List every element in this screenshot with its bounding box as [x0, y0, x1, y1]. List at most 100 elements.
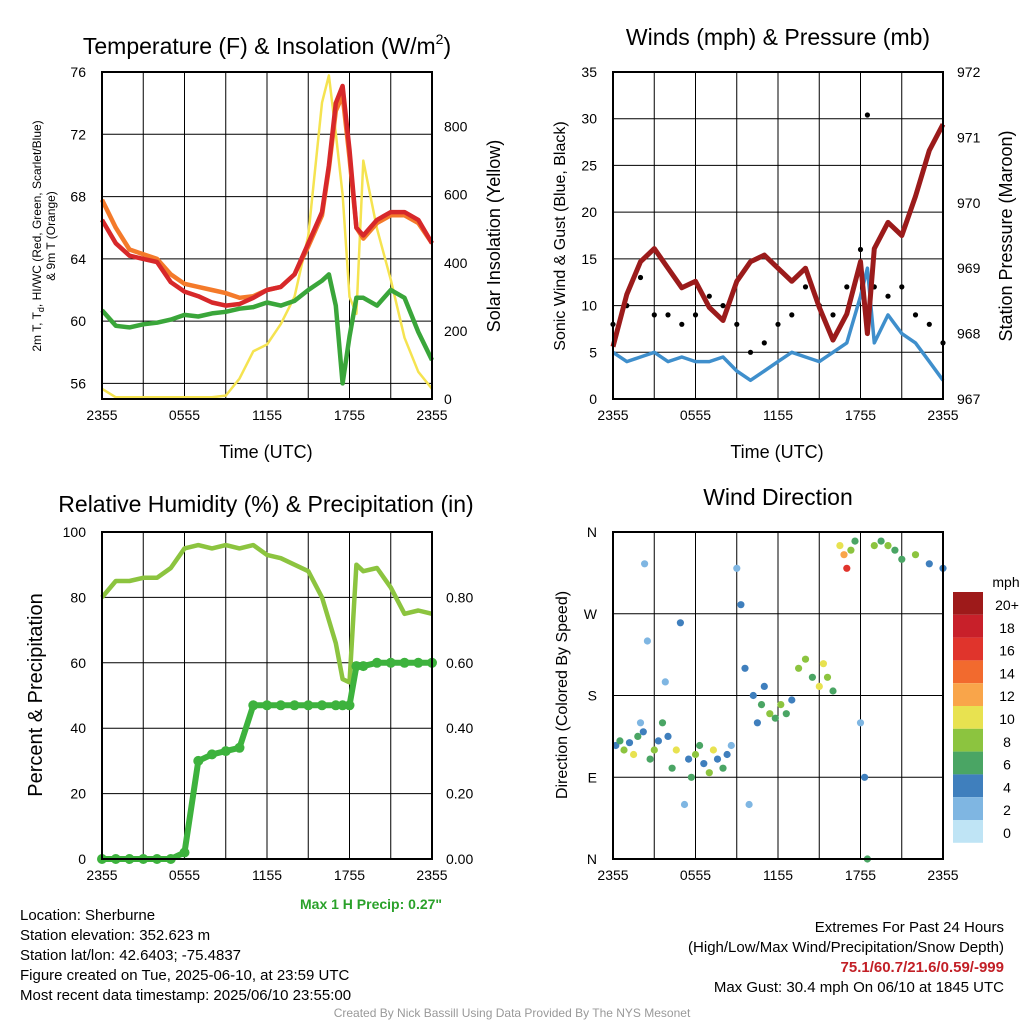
- gust-point: [734, 321, 740, 327]
- legend-label: 0: [1003, 825, 1011, 841]
- direction-ytick: N: [587, 524, 597, 540]
- precip-point: [413, 657, 424, 668]
- humidity-xtick: 1155: [252, 867, 282, 883]
- direction-point: [861, 773, 869, 781]
- direction-point: [851, 537, 859, 545]
- direction-point: [630, 750, 638, 759]
- temperature-xtick: 1755: [334, 407, 365, 423]
- gust-point: [747, 349, 754, 355]
- gust-point: [706, 293, 712, 299]
- direction-point: [691, 750, 700, 759]
- temperature-ytick: 60: [70, 313, 86, 329]
- precip-point: [207, 749, 217, 760]
- direction-point: [636, 719, 645, 727]
- svg-text:2m T, Td, HI/WC (Red, Green, S: 2m T, Td, HI/WC (Red, Green, Scarlet/Blu…: [30, 120, 46, 351]
- direction-point: [676, 619, 685, 627]
- humidity-ytick: 100: [63, 524, 87, 540]
- temperature-xtick: 2355: [416, 407, 447, 423]
- extremes-subheading: (High/Low/Max Wind/Precipitation/Snow De…: [688, 939, 1004, 956]
- humidity-title: Relative Humidity (%) & Precipitation (i…: [58, 491, 473, 517]
- winds-ytick: 5: [589, 344, 597, 360]
- gust-point: [885, 293, 891, 299]
- insolation-ytick: 600: [444, 187, 468, 203]
- winds-ytick: 30: [581, 111, 597, 127]
- legend-label: 8: [1003, 734, 1011, 750]
- temperature-plot-frame: [101, 71, 433, 400]
- precip-point: [275, 700, 286, 711]
- winds-panel: Winds (mph) & Pressure (mb) 0 5 10 15 20 25 30…: [552, 24, 1016, 462]
- direction-ylabel: Direction (Colored By Speed): [554, 591, 571, 799]
- svg-text:& 9m T (Orange): & 9m T (Orange): [44, 191, 58, 281]
- temperature-panel: Temperature (F) & Insolation (W/m2) 56 60…: [30, 31, 504, 462]
- precip-point: [179, 847, 190, 858]
- direction-point: [639, 728, 647, 736]
- humidity-ticks: 0 20 40 60 80 100 0.00 0.20 0.40 0.60 0.80 2355 0555…: [63, 524, 474, 883]
- direction-point: [713, 755, 722, 763]
- insolation-ytick: 400: [444, 255, 468, 271]
- direction-point: [646, 755, 654, 763]
- humidity-ytick: 60: [70, 655, 86, 671]
- precip-point: [234, 742, 245, 753]
- pressure-ytick: 967: [957, 391, 981, 407]
- humidity-ytick: 20: [70, 786, 86, 802]
- precip-point: [248, 700, 259, 711]
- humidity-plot-frame: [101, 531, 433, 860]
- direction-point: [741, 664, 749, 672]
- pressure-ytick: 972: [957, 64, 981, 80]
- precip-point: [193, 755, 204, 766]
- legend-swatch: [953, 751, 983, 775]
- extremes-values: 75.1/60.7/21.6/0.59/-999: [840, 959, 1004, 976]
- series-wind-line: [612, 266, 945, 383]
- direction-point: [808, 673, 817, 681]
- legend-swatch: [953, 592, 983, 615]
- precip-ytick: 0.60: [446, 655, 473, 671]
- direction-point: [700, 760, 708, 768]
- legend-title: mph: [992, 574, 1019, 590]
- direction-point: [777, 701, 785, 709]
- pressure-ytick: 969: [957, 260, 981, 276]
- direction-point: [696, 741, 704, 750]
- winds-ticks: 0 5 10 15 20 25 30 35 967 968 969 970 971 972 2355 0555…: [581, 64, 980, 423]
- direction-point: [727, 741, 735, 750]
- winds-xtick: 2355: [927, 407, 958, 423]
- direction-grid: [613, 531, 943, 860]
- direction-point: [898, 555, 906, 563]
- temperature-ytick: 68: [70, 189, 86, 205]
- precip-point: [344, 700, 355, 711]
- winds-ytick: 15: [581, 251, 597, 267]
- winds-ylabel: Sonic Wind & Gust (Blue, Black): [552, 121, 569, 350]
- direction-point: [760, 682, 768, 691]
- direction-ytick: W: [584, 606, 598, 622]
- direction-point: [668, 764, 676, 772]
- direction-ytick: E: [588, 769, 597, 785]
- humidity-xtick: 2355: [86, 867, 117, 883]
- gust-point: [637, 274, 644, 281]
- gust-point: [844, 284, 850, 290]
- direction-point: [847, 546, 855, 554]
- gust-point: [692, 312, 699, 318]
- direction-point: [856, 719, 865, 727]
- gust-point: [830, 312, 836, 318]
- direction-point: [654, 737, 663, 745]
- precip-point: [351, 661, 362, 672]
- created-text: Figure created on Tue, 2025-06-10, at 23…: [20, 967, 350, 984]
- direction-point: [705, 769, 713, 777]
- legend-label: 2: [1003, 802, 1011, 818]
- temperature-ylabel-right: Solar Insolation (Yellow): [484, 140, 504, 332]
- direction-point: [737, 601, 745, 609]
- legend-swatch: [953, 614, 983, 638]
- direction-point: [672, 746, 680, 754]
- direction-point: [925, 560, 933, 568]
- direction-point: [620, 746, 628, 754]
- direction-point: [634, 732, 642, 741]
- credit-text: Created By Nick Bassill Using Data Provi…: [333, 1006, 691, 1020]
- humidity-ytick: 0: [78, 851, 86, 867]
- precip-point: [358, 661, 369, 672]
- direction-point: [685, 755, 693, 763]
- temperature-grid: [102, 71, 432, 399]
- pressure-ytick: 968: [957, 326, 981, 342]
- winds-xtick: 1755: [845, 407, 876, 423]
- direction-point: [823, 673, 832, 681]
- precip-point: [372, 657, 382, 668]
